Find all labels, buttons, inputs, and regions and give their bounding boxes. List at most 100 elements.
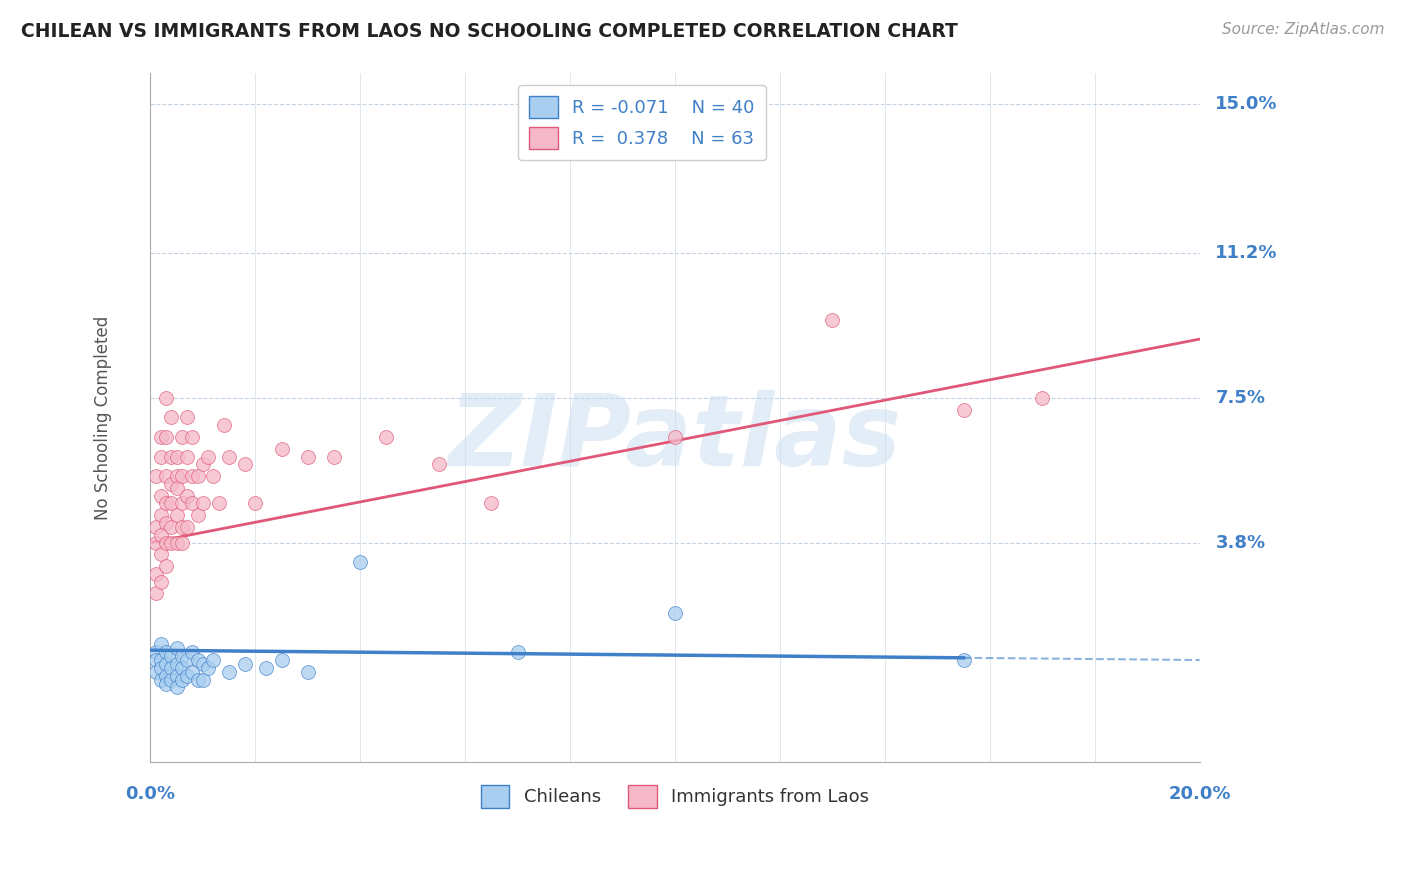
Point: [270, 442, 292, 456]
Point: [166, 657, 188, 671]
Point: [664, 606, 686, 620]
Point: [427, 458, 450, 472]
Point: [160, 535, 183, 549]
Point: [160, 649, 183, 664]
Point: [181, 496, 204, 510]
Text: 0.0%: 0.0%: [125, 785, 176, 804]
Point: [160, 496, 183, 510]
Point: [149, 528, 172, 542]
Point: [176, 668, 198, 682]
Point: [349, 555, 371, 569]
Legend: Chileans, Immigrants from Laos: Chileans, Immigrants from Laos: [474, 778, 877, 814]
Point: [191, 496, 214, 510]
Text: ZIPatlas: ZIPatlas: [449, 390, 901, 486]
Point: [176, 653, 198, 667]
Point: [176, 520, 198, 534]
Point: [506, 645, 529, 659]
Point: [149, 489, 172, 503]
Point: [170, 649, 193, 664]
Point: [218, 450, 240, 464]
Point: [160, 410, 183, 425]
Point: [170, 661, 193, 675]
Point: [176, 450, 198, 464]
Point: [821, 312, 844, 326]
Point: [170, 673, 193, 687]
Point: [155, 430, 177, 444]
Point: [155, 645, 177, 659]
Point: [176, 489, 198, 503]
Point: [170, 430, 193, 444]
Point: [191, 673, 214, 687]
Point: [297, 665, 319, 679]
Point: [1031, 391, 1053, 405]
Point: [202, 469, 225, 483]
Point: [155, 469, 177, 483]
Point: [181, 469, 204, 483]
Point: [166, 535, 188, 549]
Point: [202, 653, 225, 667]
Point: [245, 496, 267, 510]
Text: 3.8%: 3.8%: [1215, 533, 1265, 551]
Point: [145, 665, 167, 679]
Text: No Schooling Completed: No Schooling Completed: [94, 315, 112, 519]
Point: [479, 496, 502, 510]
Point: [191, 458, 214, 472]
Point: [170, 469, 193, 483]
Point: [149, 661, 172, 675]
Point: [149, 508, 172, 523]
Point: [166, 681, 188, 695]
Text: 20.0%: 20.0%: [1168, 785, 1230, 804]
Point: [145, 535, 167, 549]
Point: [212, 418, 235, 433]
Point: [145, 645, 167, 659]
Point: [166, 668, 188, 682]
Text: CHILEAN VS IMMIGRANTS FROM LAOS NO SCHOOLING COMPLETED CORRELATION CHART: CHILEAN VS IMMIGRANTS FROM LAOS NO SCHOO…: [21, 22, 957, 41]
Point: [166, 469, 188, 483]
Point: [187, 469, 209, 483]
Point: [160, 476, 183, 491]
Text: 11.2%: 11.2%: [1215, 244, 1278, 262]
Text: Source: ZipAtlas.com: Source: ZipAtlas.com: [1222, 22, 1385, 37]
Point: [375, 430, 398, 444]
Point: [155, 676, 177, 690]
Point: [149, 430, 172, 444]
Point: [187, 508, 209, 523]
Text: 15.0%: 15.0%: [1215, 95, 1278, 113]
Point: [323, 450, 346, 464]
Point: [170, 520, 193, 534]
Point: [145, 520, 167, 534]
Point: [145, 653, 167, 667]
Point: [149, 653, 172, 667]
Point: [170, 496, 193, 510]
Point: [149, 574, 172, 589]
Point: [149, 673, 172, 687]
Point: [207, 496, 229, 510]
Point: [187, 673, 209, 687]
Point: [149, 637, 172, 651]
Point: [166, 481, 188, 495]
Point: [297, 450, 319, 464]
Point: [952, 653, 974, 667]
Point: [176, 410, 198, 425]
Point: [155, 516, 177, 530]
Point: [155, 559, 177, 574]
Point: [160, 661, 183, 675]
Point: [233, 657, 256, 671]
Point: [155, 657, 177, 671]
Point: [270, 653, 292, 667]
Point: [233, 458, 256, 472]
Point: [149, 450, 172, 464]
Point: [155, 496, 177, 510]
Point: [197, 450, 219, 464]
Point: [160, 673, 183, 687]
Point: [145, 469, 167, 483]
Point: [145, 566, 167, 581]
Point: [166, 641, 188, 656]
Point: [155, 535, 177, 549]
Point: [181, 665, 204, 679]
Point: [155, 391, 177, 405]
Point: [145, 586, 167, 600]
Point: [218, 665, 240, 679]
Point: [170, 535, 193, 549]
Point: [160, 520, 183, 534]
